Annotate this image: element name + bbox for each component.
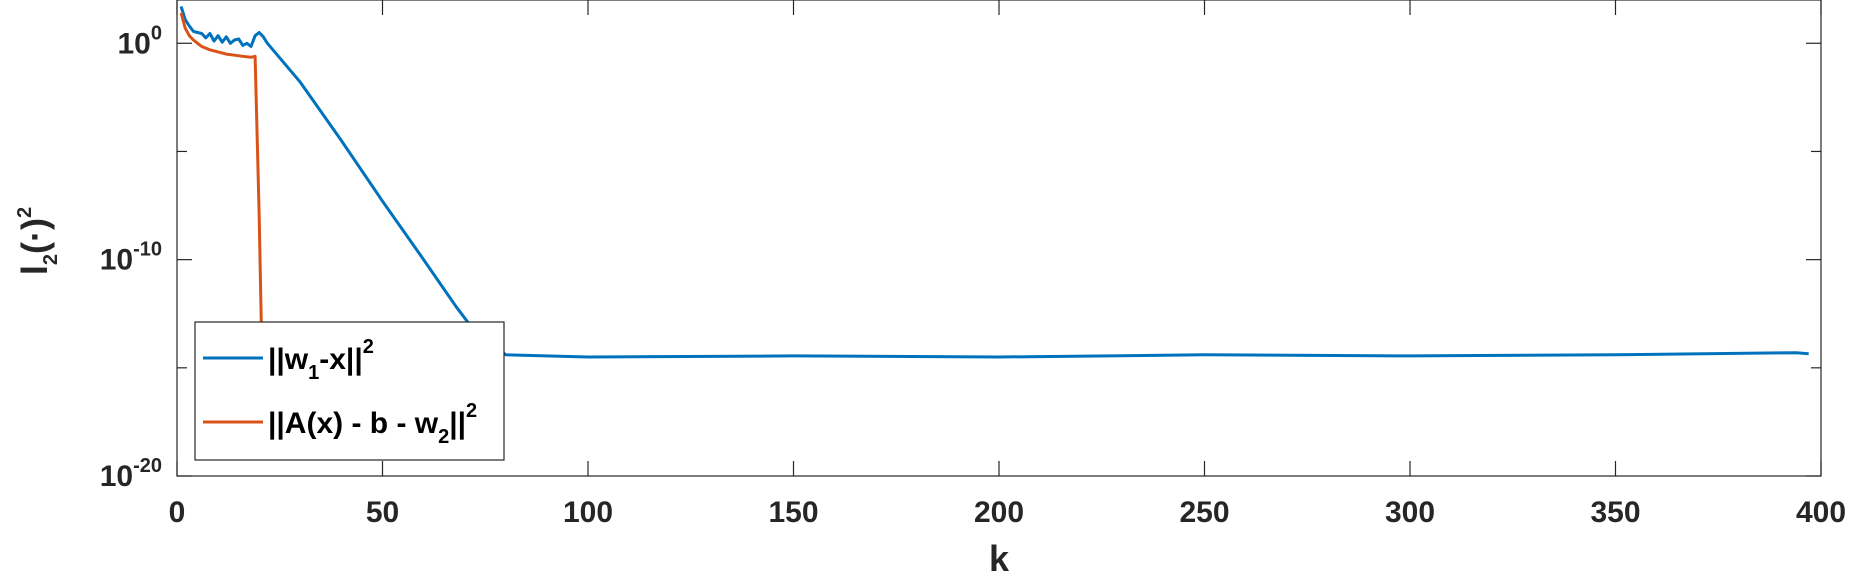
y-tick-label: 100 <box>118 22 163 60</box>
y-axis-title-sub: 2 <box>40 254 62 265</box>
x-axis-title: k <box>989 538 1010 579</box>
y-ticks: 10-20 10-10 100 <box>100 22 1821 493</box>
x-tick-label: 150 <box>768 496 818 529</box>
y-axis-title: l2(·)2 <box>14 207 62 275</box>
y-axis-title-sup: 2 <box>14 207 36 218</box>
series-group <box>179 6 1809 359</box>
legend-label-w1: ||w1-x||2 <box>268 336 374 384</box>
y-axis-title-base: l <box>14 265 55 275</box>
x-tick-label: 350 <box>1590 496 1640 529</box>
y-tick-label: 10-10 <box>100 239 162 277</box>
x-tick-label: 200 <box>974 496 1024 529</box>
x-tick-label: 250 <box>1179 496 1229 529</box>
y-tick-label: 10-20 <box>100 455 162 493</box>
legend-box <box>194 321 505 461</box>
series-line-residual <box>179 12 263 325</box>
x-tick-label: 50 <box>366 496 399 529</box>
x-tick-label: 0 <box>169 496 186 529</box>
series-line-w1 <box>179 6 1809 359</box>
y-axis-title-mid: (·) <box>14 218 55 254</box>
x-tick-label: 300 <box>1385 496 1435 529</box>
legend: ||w1-x||2 ||A(x) - b - w2||2 <box>194 321 505 461</box>
legend-label-residual: ||A(x) - b - w2||2 <box>268 400 477 448</box>
x-ticks: 0 50 100 150 200 250 300 350 400 <box>169 0 1846 529</box>
x-tick-label: 100 <box>563 496 613 529</box>
x-tick-label: 400 <box>1796 496 1846 529</box>
